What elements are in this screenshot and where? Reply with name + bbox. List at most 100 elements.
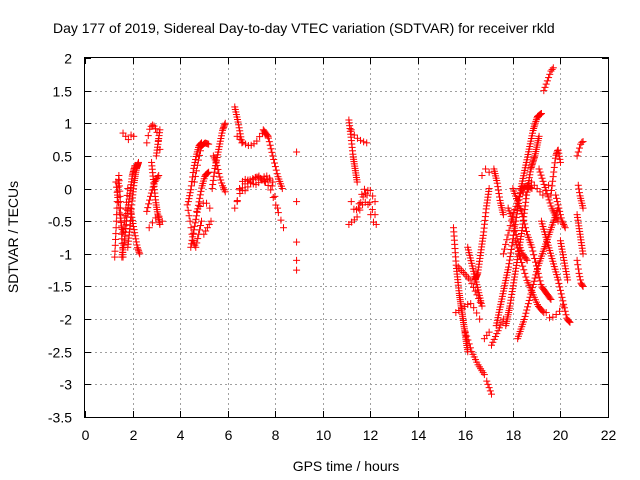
data-point-marker [520,315,528,323]
data-point-marker [269,152,277,160]
x-tick-label: 20 [553,427,569,443]
data-point-marker [193,207,201,215]
data-point-marker [221,188,229,196]
data-point-marker [511,237,519,245]
data-point-marker [550,168,558,176]
data-point-marker [205,140,213,148]
data-point-marker [575,144,583,152]
data-point-marker [233,198,241,206]
data-point-marker [471,287,479,295]
data-point-marker [560,304,568,312]
data-point-marker [353,213,361,221]
data-point-marker [130,226,138,234]
data-point-marker [533,268,541,276]
data-point-marker [187,240,195,248]
data-point-marker [489,338,497,346]
data-point-marker [124,136,132,144]
data-point-marker [517,255,525,263]
data-point-marker [366,199,374,207]
data-point-marker [523,306,531,314]
data-point-marker [530,125,538,133]
data-point-marker [511,205,519,213]
data-point-marker [132,235,140,243]
data-points [111,64,587,398]
data-point-marker [464,274,472,282]
data-point-marker [126,204,134,212]
data-point-marker [368,206,376,214]
data-point-marker [366,186,374,194]
data-point-marker [130,223,138,231]
data-point-marker [485,168,493,176]
data-point-marker [153,175,161,183]
data-point-marker [554,201,562,209]
data-point-marker [214,165,222,173]
data-point-marker [112,230,120,238]
x-tick-label: 18 [506,427,522,443]
data-point-marker [235,121,243,129]
data-point-marker [482,165,490,173]
data-point-marker [206,204,214,212]
data-point-marker [192,167,200,175]
data-point-marker [565,317,573,325]
data-point-marker [293,238,301,246]
data-point-marker [576,273,584,281]
x-tick-label: 14 [411,427,427,443]
data-point-marker [463,272,471,280]
data-point-marker [197,187,205,195]
data-point-marker [187,186,195,194]
data-point-marker [530,123,538,131]
data-point-marker [556,158,564,166]
data-point-marker [347,126,355,134]
data-point-marker [117,219,125,227]
data-point-marker [485,185,493,193]
data-point-marker [559,297,567,305]
data-point-marker [132,238,140,246]
data-point-marker [503,236,511,244]
x-tick-label: 12 [363,427,379,443]
chart-title: Day 177 of 2019, Sidereal Day-to-day VTE… [53,20,555,36]
data-point-marker [494,186,502,194]
data-point-marker [521,312,529,320]
y-tick-label: 0 [64,182,72,198]
data-point-marker [268,148,276,156]
data-point-marker [548,186,556,194]
data-point-marker [266,141,274,149]
data-point-marker [187,243,195,251]
data-point-marker [186,217,194,225]
data-point-marker [208,185,216,193]
data-point-marker [527,178,535,186]
plot-frame [84,57,609,418]
data-point-marker [136,250,144,258]
data-point-marker [530,251,538,259]
data-point-marker [558,217,566,225]
data-point-marker [499,250,507,258]
data-point-marker [190,226,198,234]
data-point-marker [217,176,225,184]
data-point-marker [541,184,549,192]
data-point-marker [514,248,522,256]
data-point-marker [484,380,492,388]
data-point-marker [221,121,229,129]
data-point-marker [271,159,279,167]
data-point-marker [559,219,567,227]
data-point-marker [238,139,246,147]
data-point-marker [553,198,561,206]
data-point-marker [578,138,586,146]
data-point-marker [135,247,143,255]
data-point-marker [184,206,192,214]
data-point-marker [478,302,486,310]
data-point-marker [562,311,570,319]
data-point-marker [127,210,135,218]
data-point-marker [550,163,558,171]
data-point-marker [359,193,367,201]
data-point-marker [505,260,513,268]
data-point-marker [552,311,560,319]
data-point-marker [190,178,198,186]
data-point-marker [486,387,494,395]
x-tick-label: 2 [130,427,138,443]
data-point-marker [269,178,277,186]
data-point-marker [355,200,363,208]
data-point-marker [555,149,563,157]
data-point-marker [193,161,201,169]
